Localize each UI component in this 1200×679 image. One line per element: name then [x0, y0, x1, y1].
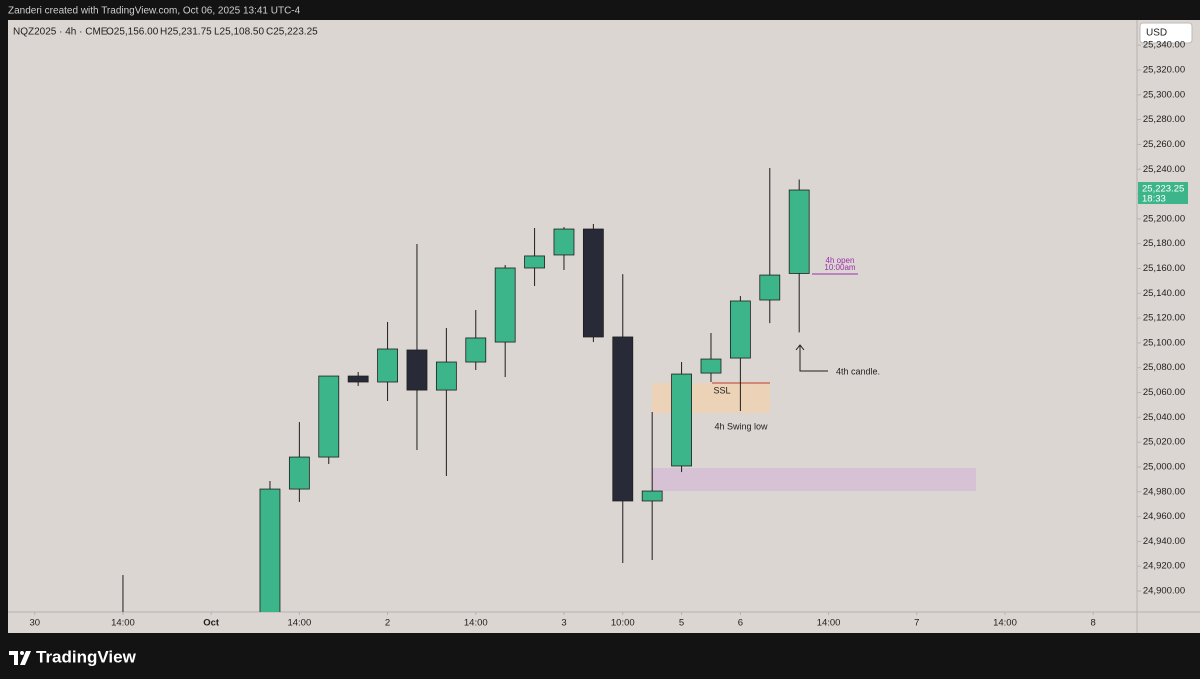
- x-tick-label: 14:00: [993, 618, 1017, 629]
- x-tick-label: 14:00: [287, 618, 311, 629]
- y-tick-label: 25,080.00: [1143, 362, 1185, 373]
- y-tick-label: 25,280.00: [1143, 114, 1185, 125]
- y-tick-label: 25,260.00: [1143, 139, 1185, 150]
- y-tick-label: 25,120.00: [1143, 313, 1185, 324]
- candle-body: [347, 375, 369, 383]
- x-tick-label: 10:00: [611, 618, 635, 629]
- annotation: 4h open: [826, 256, 855, 265]
- candle-body: [318, 375, 340, 458]
- x-tick-label: 7: [914, 618, 919, 629]
- candle-body: [494, 267, 516, 343]
- y-tick-label: 24,940.00: [1143, 536, 1185, 547]
- price-label: 25,223.25: [1142, 184, 1184, 195]
- x-tick-label: 30: [29, 618, 40, 629]
- candle-body: [288, 456, 310, 490]
- candle-body: [641, 490, 663, 502]
- y-tick-label: 25,200.00: [1143, 213, 1185, 224]
- ohlc-close: C25,223.25: [266, 27, 318, 38]
- countdown: 18:33: [1142, 194, 1166, 205]
- y-tick-label: 25,320.00: [1143, 65, 1185, 76]
- y-tick-label: 25,040.00: [1143, 412, 1185, 423]
- axes: [34, 44, 1141, 615]
- brand: TradingView: [36, 647, 137, 666]
- price-label-bg: [1138, 182, 1188, 205]
- candle-body: [465, 337, 487, 363]
- x-tick-label: 2: [385, 618, 390, 629]
- ohlc-high: H25,231.75: [160, 27, 212, 38]
- x-tick-label: Oct: [203, 618, 220, 629]
- symbol: NQZ2025 · 4h · CME: [13, 27, 108, 38]
- arrow: [795, 344, 828, 372]
- y-tick-label: 25,340.00: [1143, 40, 1185, 51]
- x-tick-label: 14:00: [817, 618, 841, 629]
- candle-body: [377, 348, 398, 383]
- candle-body: [612, 336, 634, 502]
- byline: Zanderi created with TradingView.com, Oc…: [8, 6, 301, 17]
- y-tick-label: 25,000.00: [1143, 461, 1185, 472]
- brand-logo: [9, 651, 31, 665]
- x-tick-label: 14:00: [111, 618, 135, 629]
- y-tick-label: 25,160.00: [1143, 263, 1185, 274]
- candle-body: [671, 373, 692, 467]
- y-tick-label: 25,140.00: [1143, 288, 1185, 299]
- currency-box[interactable]: [1139, 22, 1193, 44]
- candle-body: [435, 361, 457, 391]
- ssl-zone: [652, 383, 770, 413]
- y-tick-label: 25,100.00: [1143, 337, 1185, 348]
- annotation: SSL: [713, 385, 730, 395]
- annotation: 4h Swing low: [714, 421, 768, 431]
- y-tick-label: 25,180.00: [1143, 238, 1185, 249]
- candle-body: [259, 488, 281, 612]
- chart-bg: [8, 20, 1200, 633]
- y-tick-label: 25,060.00: [1143, 387, 1185, 398]
- candle-body: [729, 300, 751, 359]
- y-tick-label: 25,020.00: [1143, 437, 1185, 448]
- ohlc-low: L25,108.50: [214, 27, 264, 38]
- candles: [122, 168, 810, 612]
- ohlc-open: O25,156.00: [106, 27, 159, 38]
- x-tick-label: 5: [679, 618, 684, 629]
- x-tick-label: 14:00: [464, 618, 488, 629]
- candle-body: [582, 228, 604, 338]
- x-tick-label: 6: [738, 618, 743, 629]
- y-tick-label: 24,900.00: [1143, 586, 1185, 597]
- candle-body: [553, 228, 575, 256]
- currency[interactable]: USD: [1146, 28, 1167, 39]
- candle-body: [788, 189, 810, 274]
- annotation: 4th candle.: [836, 366, 880, 376]
- y-tick-label: 25,240.00: [1143, 164, 1185, 175]
- candle-body: [759, 274, 781, 301]
- gap-zone: [652, 468, 976, 491]
- y-tick-label: 25,300.00: [1143, 89, 1185, 100]
- candle-body: [700, 358, 722, 374]
- y-tick-label: 24,960.00: [1143, 511, 1185, 522]
- candle-body: [524, 255, 545, 269]
- x-tick-label: 8: [1091, 618, 1096, 629]
- annotation: 10:00am: [824, 263, 855, 272]
- y-tick-label: 24,980.00: [1143, 486, 1185, 497]
- candle-body: [406, 349, 428, 391]
- x-tick-label: 3: [561, 618, 566, 629]
- y-tick-label: 24,920.00: [1143, 561, 1185, 572]
